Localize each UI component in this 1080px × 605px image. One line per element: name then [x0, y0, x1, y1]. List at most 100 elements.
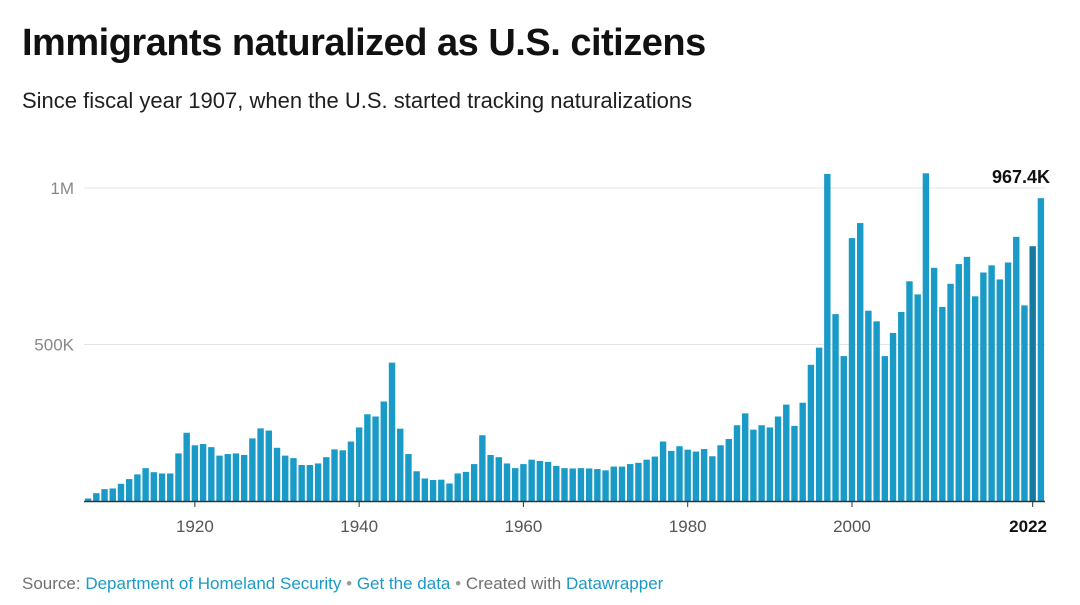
datawrapper-link[interactable]: Datawrapper	[565, 574, 664, 593]
bar[interactable]	[659, 441, 667, 501]
bar[interactable]	[175, 453, 182, 501]
bar[interactable]	[109, 488, 116, 501]
bar[interactable]	[1021, 305, 1028, 502]
bar[interactable]	[454, 473, 461, 501]
bar[interactable]	[495, 457, 502, 501]
bar[interactable]	[980, 272, 987, 501]
bar[interactable]	[668, 450, 675, 501]
bar[interactable]	[355, 427, 363, 501]
bar[interactable]	[733, 425, 741, 501]
bar[interactable]	[783, 404, 790, 501]
bar[interactable]	[766, 427, 774, 501]
bar[interactable]	[881, 356, 889, 501]
bar[interactable]	[512, 468, 519, 501]
bar[interactable]	[840, 356, 847, 501]
bar[interactable]	[487, 454, 494, 501]
bar[interactable]	[791, 425, 798, 501]
bar[interactable]	[240, 454, 248, 501]
bar[interactable]	[602, 470, 609, 501]
bar[interactable]	[594, 469, 601, 501]
bar[interactable]	[470, 464, 478, 501]
bar[interactable]	[290, 458, 297, 501]
bar[interactable]	[158, 473, 166, 501]
bar[interactable]	[758, 425, 765, 501]
bar[interactable]	[832, 314, 839, 501]
bar[interactable]	[224, 454, 231, 501]
bar[interactable]	[101, 489, 108, 501]
bar[interactable]	[446, 483, 453, 501]
bar[interactable]	[208, 447, 215, 501]
bar[interactable]	[717, 445, 724, 501]
bar[interactable]	[125, 479, 133, 501]
bar[interactable]	[265, 430, 273, 501]
bar[interactable]	[824, 173, 831, 501]
bar[interactable]	[898, 311, 905, 501]
bar[interactable]	[865, 310, 872, 501]
bar[interactable]	[848, 238, 856, 501]
bar[interactable]	[183, 432, 190, 501]
bar[interactable]	[692, 451, 700, 501]
bar[interactable]	[939, 306, 946, 501]
bar[interactable]	[709, 456, 716, 501]
bar[interactable]	[93, 493, 100, 501]
bar[interactable]	[930, 267, 938, 501]
bar[interactable]	[380, 401, 388, 501]
bar[interactable]	[397, 428, 404, 501]
bar[interactable]	[577, 468, 585, 501]
bar[interactable]	[405, 454, 412, 501]
bar[interactable]	[569, 468, 576, 501]
bar[interactable]	[963, 256, 971, 501]
bar[interactable]	[520, 464, 527, 501]
bar[interactable]	[635, 462, 642, 501]
get-data-link[interactable]: Get the data	[356, 574, 451, 593]
bar[interactable]	[479, 435, 486, 501]
bar[interactable]	[643, 459, 650, 501]
bar[interactable]	[306, 465, 314, 501]
bar[interactable]	[249, 438, 256, 501]
bar[interactable]	[889, 332, 897, 501]
bar[interactable]	[618, 466, 626, 501]
bar[interactable]	[856, 223, 864, 501]
bar[interactable]	[955, 264, 962, 501]
bar[interactable]	[134, 474, 141, 501]
bar[interactable]	[700, 449, 708, 501]
bar[interactable]	[273, 447, 281, 501]
bar[interactable]	[232, 453, 240, 501]
bar[interactable]	[503, 463, 511, 501]
bar[interactable]	[167, 473, 174, 501]
bar[interactable]	[388, 362, 396, 501]
bar[interactable]	[150, 472, 158, 501]
bar[interactable]	[971, 296, 979, 501]
bar[interactable]	[314, 463, 322, 501]
bar[interactable]	[553, 465, 560, 501]
bar[interactable]	[257, 428, 264, 501]
bar[interactable]	[1037, 198, 1045, 501]
bar[interactable]	[774, 416, 782, 501]
bar[interactable]	[84, 498, 92, 502]
bar[interactable]	[347, 441, 355, 501]
bar[interactable]	[323, 457, 330, 501]
bar[interactable]	[191, 445, 199, 501]
bar[interactable]	[438, 479, 445, 501]
bar[interactable]	[627, 464, 634, 501]
bar[interactable]	[544, 461, 552, 502]
bar[interactable]	[199, 444, 207, 501]
bar[interactable]	[906, 281, 913, 501]
bar[interactable]	[1029, 246, 1036, 501]
bar[interactable]	[651, 456, 659, 501]
bar[interactable]	[216, 455, 223, 501]
bar[interactable]	[1004, 262, 1012, 501]
bar[interactable]	[988, 265, 995, 501]
bar[interactable]	[676, 446, 683, 501]
source-link[interactable]: Department of Homeland Security	[85, 574, 342, 593]
bar[interactable]	[536, 460, 544, 501]
bar[interactable]	[117, 483, 125, 501]
bar[interactable]	[339, 450, 346, 501]
bar[interactable]	[684, 449, 691, 501]
bar[interactable]	[1013, 236, 1020, 501]
bar[interactable]	[331, 449, 338, 501]
bar[interactable]	[750, 429, 757, 501]
bar[interactable]	[585, 468, 593, 501]
bar[interactable]	[413, 471, 420, 501]
bar[interactable]	[421, 478, 429, 501]
